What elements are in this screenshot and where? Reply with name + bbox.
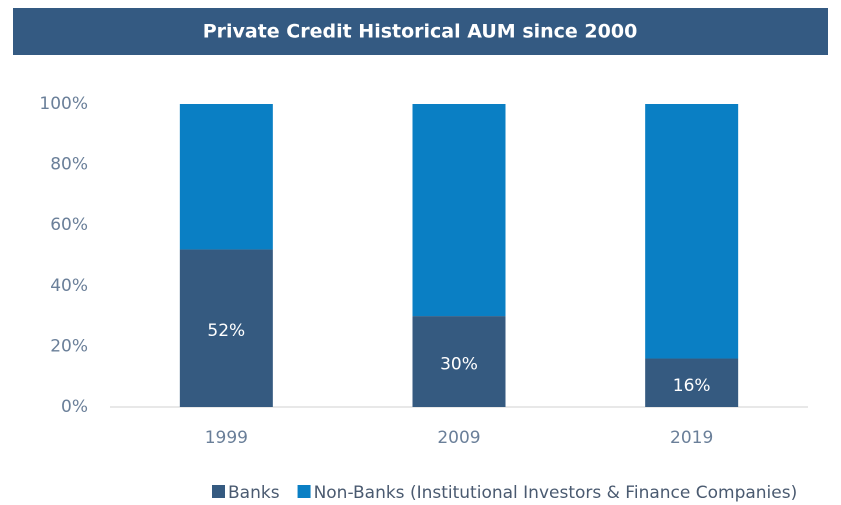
- bar-segment: [412, 104, 506, 317]
- chart-title: Private Credit Historical AUM since 2000: [203, 21, 638, 43]
- bar-segment: [179, 104, 273, 250]
- x-tick-label: 2019: [670, 428, 713, 448]
- y-tick-label: 40%: [50, 276, 88, 296]
- legend-swatch: [297, 485, 311, 498]
- y-tick-label: 60%: [50, 215, 88, 235]
- legend-swatch: [212, 485, 225, 498]
- y-tick-label: 80%: [50, 155, 88, 175]
- data-label: 30%: [440, 355, 478, 375]
- title-banner: [13, 8, 828, 55]
- legend-label: Non-Banks (Institutional Investors & Fin…: [314, 483, 798, 503]
- y-tick-label: 20%: [50, 336, 88, 356]
- bar-segment: [179, 249, 273, 407]
- bar-segment: [412, 316, 506, 407]
- bar-segment: [645, 104, 739, 359]
- legend-label: Banks: [228, 483, 280, 503]
- y-tick-label: 0%: [61, 397, 88, 417]
- x-tick-label: 1999: [205, 428, 248, 448]
- bar-segment: [645, 358, 739, 407]
- x-tick-label: 2009: [437, 428, 480, 448]
- y-tick-label: 100%: [39, 94, 88, 114]
- data-label: 16%: [673, 376, 711, 396]
- data-label: 52%: [207, 321, 245, 341]
